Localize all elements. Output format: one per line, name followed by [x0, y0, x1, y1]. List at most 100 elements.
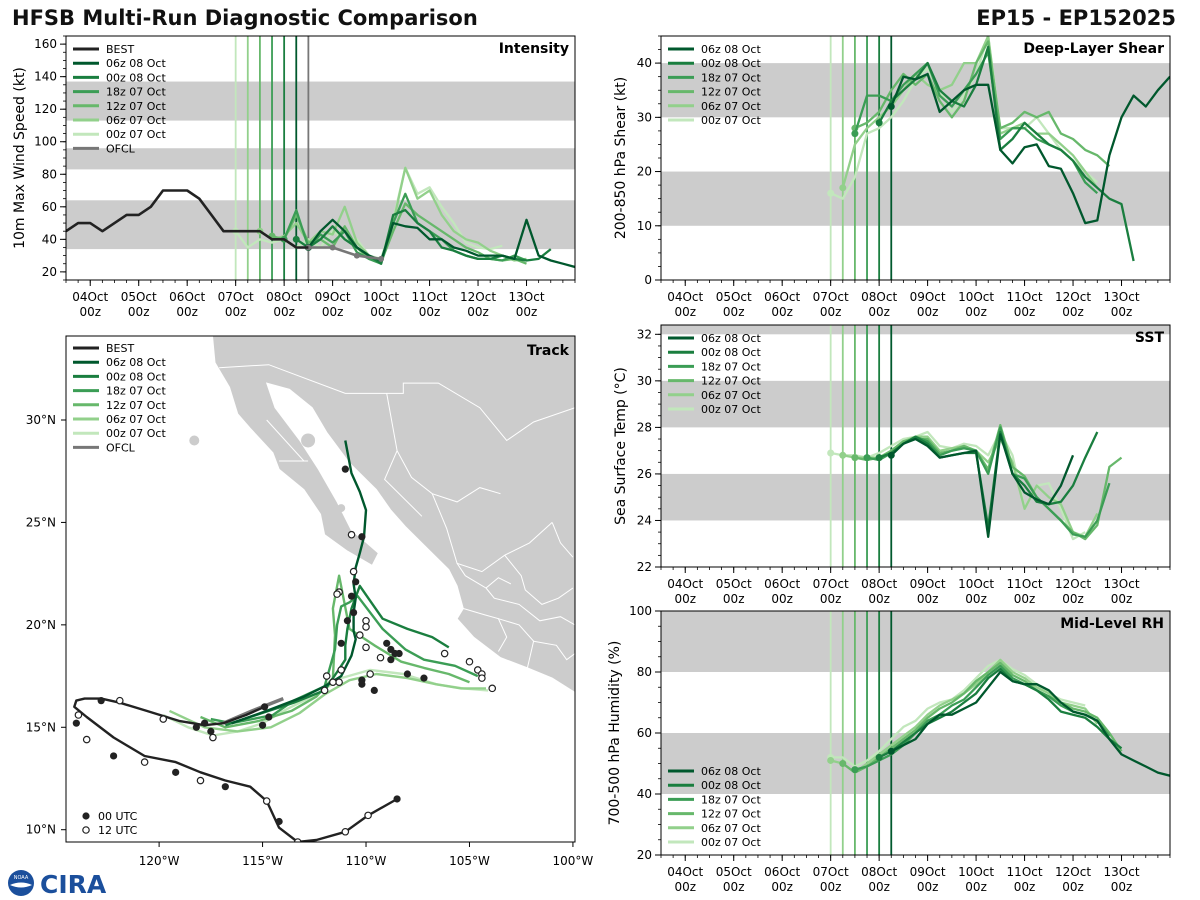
- intensity-plot-area: [66, 36, 575, 280]
- track-marker-12utc: [362, 616, 370, 625]
- island-shape: [189, 435, 200, 446]
- intensity-x-tick-label-day: 04Oct: [72, 290, 108, 304]
- shear-x-tick-label-day: 12Oct: [1055, 290, 1091, 304]
- sst-init-point: [863, 454, 871, 462]
- rh-x-tick-label-day: 11Oct: [1007, 865, 1043, 879]
- sst-x-tick-label-hour: 00z: [820, 592, 842, 606]
- track-frame: [65, 335, 576, 843]
- track-marker-12utc: [362, 623, 370, 631]
- sst-x-tick-label-day: 08Oct: [861, 577, 897, 591]
- sst-x-tick-label-day: 10Oct: [958, 577, 994, 591]
- track-marker-00utc: [387, 656, 395, 664]
- shear-legend-label: 12z 07 Oct: [701, 86, 761, 99]
- track-marker-00utc: [109, 752, 118, 760]
- rh-x-tick-label-day: 13Oct: [1104, 865, 1140, 879]
- track-marker-12utc: [478, 674, 486, 682]
- track-y-tick-label: 20°N: [26, 618, 56, 632]
- rh-x-tick-label-hour: 00z: [965, 880, 987, 894]
- intensity-legend-label: 06z 07 Oct: [106, 114, 166, 127]
- storm-id-title: EP15 - EP152025: [976, 6, 1176, 30]
- intensity-y-tick-label: 40: [42, 232, 57, 246]
- track-y-tick-label: 10°N: [26, 823, 56, 837]
- track-marker-12utc: [322, 672, 331, 680]
- intensity-threshold-band: [66, 200, 575, 250]
- rh-x-tick-label-hour: 00z: [868, 880, 890, 894]
- track-marker-12utc: [366, 670, 374, 678]
- intensity-legend-label: OFCL: [106, 142, 136, 155]
- intensity-x-tick-label-hour: 00z: [370, 305, 392, 319]
- rh-y-tick-label: 60: [637, 726, 652, 740]
- intensity-panel-title: Intensity: [499, 41, 569, 57]
- intensity-x-tick-label-hour: 00z: [322, 305, 344, 319]
- shear-series-06z-08-oct: [890, 72, 1170, 225]
- rh-y-tick-label: 100: [629, 604, 652, 618]
- track-marker-12utc: [333, 590, 341, 598]
- intensity-x-tick-label-hour: 00z: [419, 305, 441, 319]
- state-border-line: [551, 522, 574, 558]
- sst-x-tick-label-day: 04Oct: [667, 577, 703, 591]
- rh-x-tick-label-hour: 00z: [771, 880, 793, 894]
- track-legend-label: 06z 08 Oct: [106, 356, 166, 369]
- sst-x-tick-label-hour: 00z: [723, 592, 745, 606]
- shear-x-tick-label-day: 10Oct: [958, 290, 994, 304]
- track-panel-title: Track: [527, 343, 570, 359]
- track-series-06z-07-oct: [168, 672, 486, 733]
- shear-legend-label: 18z 07 Oct: [701, 71, 761, 84]
- track-x-tick-label: 105°W: [449, 854, 490, 868]
- sst-init-point: [851, 454, 859, 462]
- rh-threshold-band: [661, 733, 1170, 794]
- track-marker-12utc: [341, 827, 350, 836]
- track-marker-12utc: [262, 797, 271, 805]
- intensity-x-tick-label-day: 07Oct: [218, 290, 254, 304]
- track-marker-00utc: [172, 768, 180, 776]
- sst-panel-title: SST: [1135, 330, 1165, 346]
- shear-legend-label: 00z 07 Oct: [701, 114, 761, 127]
- shear-x-tick-label-hour: 00z: [917, 305, 939, 319]
- rh-legend-label: 00z 08 Oct: [701, 779, 761, 792]
- intensity-y-tick-label: 100: [34, 135, 57, 149]
- rh-threshold-band: [661, 611, 1170, 672]
- track-marker-00utc: [221, 783, 229, 791]
- intensity-x-tick-label-hour: 00z: [467, 305, 489, 319]
- shear-panel-title: Deep-Layer Shear: [1023, 41, 1164, 57]
- shear-init-point: [851, 130, 859, 138]
- rh-legend-label: 18z 07 Oct: [701, 793, 761, 806]
- sst-x-tick-label-hour: 00z: [1014, 592, 1036, 606]
- track-marker-00utc: [383, 639, 391, 647]
- intensity-x-tick-label-hour: 00z: [128, 305, 150, 319]
- rh-x-tick-label-day: 10Oct: [958, 865, 994, 879]
- track-legend-label: 18z 07 Oct: [106, 385, 166, 398]
- intensity-y-tick-label: 80: [42, 167, 57, 181]
- rh-legend-label: 00z 07 Oct: [701, 836, 761, 849]
- track-series-06z-08-oct: [231, 440, 368, 725]
- track-y-tick-label: 30°N: [26, 413, 56, 427]
- rh-init-point: [839, 760, 847, 767]
- sst-x-tick-label-day: 11Oct: [1007, 577, 1043, 591]
- shear-series-00z-08-oct: [878, 45, 1135, 262]
- track-x-tick-label: 100°W: [553, 854, 594, 868]
- track-marker-00utc: [347, 592, 356, 600]
- intensity-series-06z-08-oct: [307, 218, 575, 269]
- figure-title: HFSB Multi-Run Diagnostic Comparison: [12, 6, 478, 30]
- intensity-series-best: [66, 189, 309, 249]
- intensity-ofcl-point: [353, 252, 360, 259]
- track-marker-00utc: [420, 674, 428, 682]
- intensity-x-tick-label-hour: 00z: [516, 305, 538, 319]
- intensity-series-ofcl: [308, 246, 382, 261]
- track-marker-00utc: [343, 617, 351, 625]
- sst-x-tick-label-day: 06Oct: [764, 577, 800, 591]
- intensity-legend-label: 00z 07 Oct: [106, 128, 166, 141]
- track-legend-label: BEST: [106, 342, 134, 355]
- track-x-tick-label: 115°W: [242, 854, 283, 868]
- intensity-x-tick-label-day: 06Oct: [169, 290, 205, 304]
- track-marker-12utc: [209, 733, 217, 742]
- track-marker-12utc: [364, 811, 372, 820]
- shear-x-tick-label-day: 08Oct: [861, 290, 897, 304]
- sst-y-tick-label: 28: [637, 420, 652, 434]
- shear-panel: 04Oct00z05Oct00z06Oct00z07Oct00z08Oct00z…: [613, 35, 1171, 319]
- state-border-line: [504, 554, 574, 605]
- shear-legend-label: 00z 08 Oct: [701, 57, 761, 70]
- noaa-gull-icon: [10, 882, 32, 888]
- intensity-x-tick-label-hour: 00z: [79, 305, 101, 319]
- sst-y-axis-label: Sea Surface Temp (°C): [613, 367, 629, 525]
